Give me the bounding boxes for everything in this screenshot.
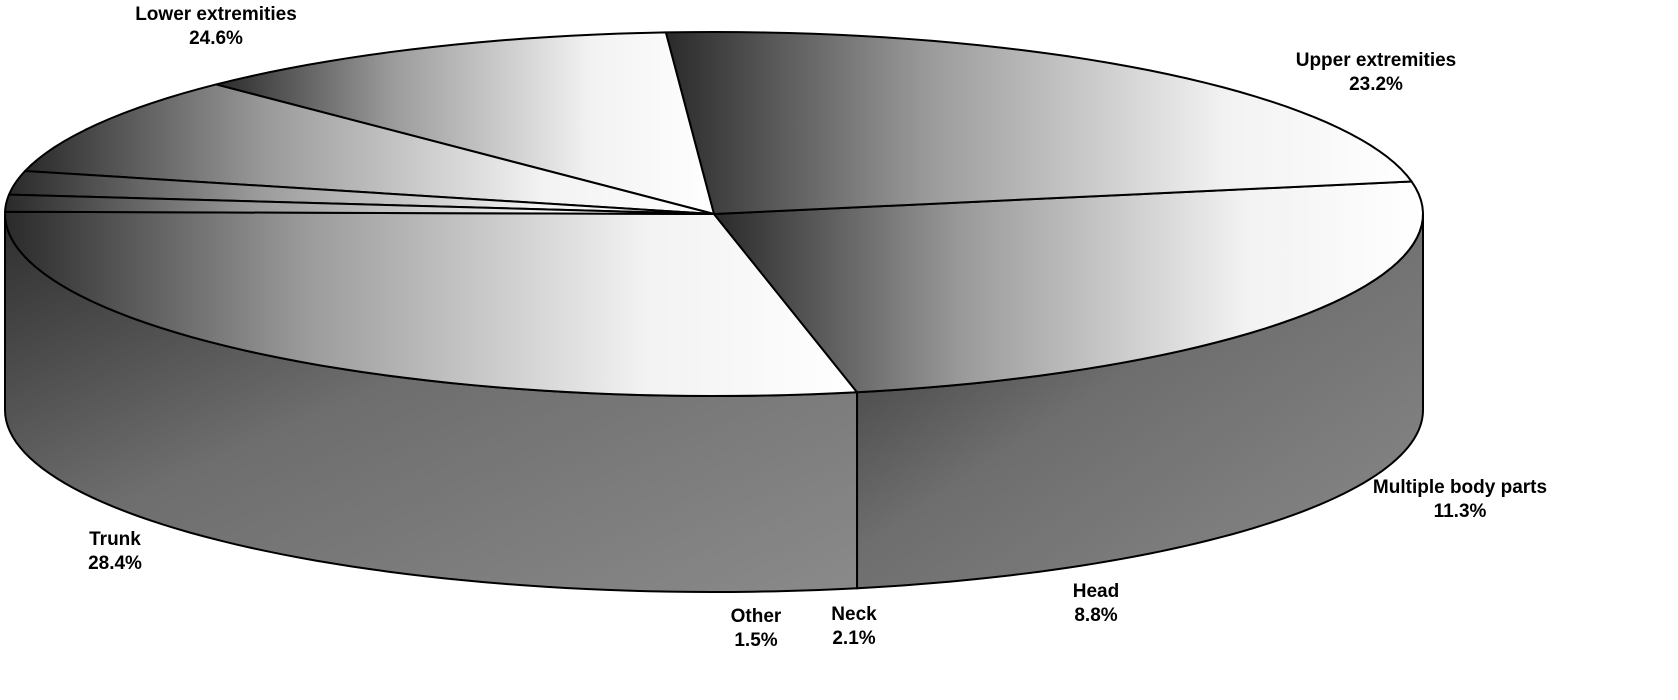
slice-name: Neck (831, 604, 877, 625)
slice-label-lower-extremities: Lower extremities 24.6% (135, 4, 297, 49)
slice-label-multiple-body-parts: Multiple body parts 11.3% (1373, 477, 1547, 522)
pie-labels: Trunk 28.4% Lower extremities 24.6% Upper ex… (88, 4, 1547, 651)
pie-slice-upper-extremities (664, 31, 1413, 215)
slice-percent: 23.2% (1349, 74, 1403, 95)
slice-percent: 2.1% (832, 628, 875, 649)
slice-name: Lower extremities (135, 4, 297, 25)
slice-percent: 8.8% (1074, 605, 1117, 626)
pie-slice-neck (8, 169, 715, 215)
slice-percent: 24.6% (189, 28, 243, 49)
slice-label-head: Head 8.8% (1073, 581, 1119, 626)
pie-slice-lower-extremities (713, 180, 1424, 394)
slice-percent: 11.3% (1434, 501, 1487, 522)
slice-name: Trunk (89, 529, 141, 550)
slice-label-other: Other 1.5% (731, 606, 782, 651)
pie-outline (4, 214, 1424, 410)
pie-slice-other (4, 193, 715, 215)
slice-percent: 28.4% (88, 553, 142, 574)
slice-name: Multiple body parts (1373, 477, 1547, 498)
pie-slice-trunk (4, 210, 859, 397)
slice-name: Upper extremities (1296, 50, 1457, 71)
slice-label-upper-extremities: Upper extremities 23.2% (1296, 50, 1457, 95)
slice-percent: 1.5% (734, 630, 777, 651)
slice-label-neck: Neck 2.1% (831, 604, 877, 649)
slice-name: Other (731, 606, 782, 627)
pie-top-faces (4, 31, 1424, 397)
slice-label-trunk: Trunk 28.4% (88, 529, 142, 574)
pie-slice-multiple-body-parts (215, 31, 715, 215)
slice-name: Head (1073, 581, 1119, 602)
